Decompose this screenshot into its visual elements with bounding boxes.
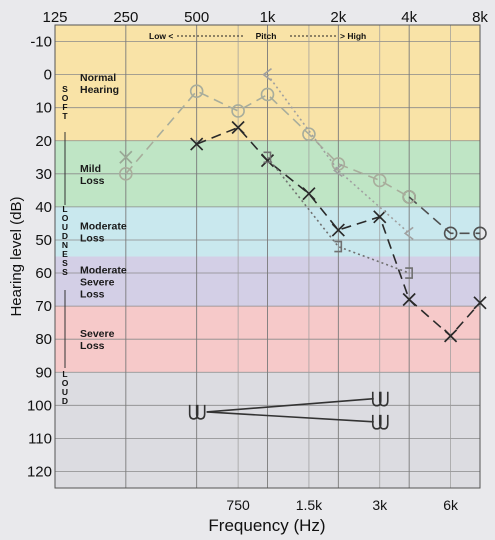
pitch-low: Low < (149, 31, 173, 41)
y-tick: 110 (28, 430, 52, 447)
marker-x (190, 137, 204, 151)
x-tick-bottom: 1.5k (296, 497, 323, 513)
series-line-0 (408, 196, 480, 235)
chart-labels: Normal Hearing Mild Loss Moderate Loss Moderat… (8, 9, 488, 535)
y-tick: 40 (35, 199, 52, 216)
marker-o (331, 157, 346, 171)
x-tick-top: 4k (401, 9, 417, 26)
marker-x (302, 187, 316, 201)
marker-x (260, 153, 275, 168)
series-line-1 (125, 90, 410, 198)
y-tick: 0 (44, 67, 52, 84)
band-label-4: Severe Loss (80, 328, 115, 352)
marker-x (331, 223, 345, 237)
y-tick: 100 (27, 397, 52, 414)
marker-x (444, 329, 458, 343)
pitch-middle: Pitch (256, 31, 277, 41)
x-tick-bottom: 750 (226, 497, 250, 513)
x-tick-top: 125 (42, 9, 67, 26)
marker-u (378, 391, 389, 407)
marker-o (302, 127, 316, 141)
y-axis-title: Hearing level (dB) (8, 196, 25, 316)
marker-u (378, 414, 389, 430)
x-tick-top: 500 (184, 9, 209, 26)
y-tick: 60 (35, 265, 52, 282)
y-tick: 70 (35, 298, 52, 315)
x-tick-top: 1k (260, 9, 276, 26)
marker-o (189, 84, 204, 98)
y-tick: 50 (35, 232, 52, 249)
series-line-2 (196, 126, 481, 338)
y-tick: 80 (35, 331, 52, 348)
x-axis-title: Frequency (Hz) (208, 516, 325, 535)
marker-o (372, 173, 387, 188)
pitch-high: > High (340, 31, 366, 41)
y-tick: 120 (27, 463, 52, 480)
series-link (206, 397, 374, 413)
x-tick-bottom: 3k (372, 497, 388, 513)
marker-o (119, 167, 133, 181)
band-label-3: Moderate Severe Loss (80, 264, 127, 300)
marker-lt (262, 67, 272, 82)
x-tick-bottom: 6k (443, 497, 459, 513)
marker-x (473, 296, 487, 310)
band-label-1: Mild Loss (80, 163, 105, 187)
marker-x (373, 210, 387, 224)
y-tick: 90 (35, 364, 52, 381)
data-series (119, 67, 487, 430)
marker-x (119, 150, 133, 164)
x-tick-top: 8k (472, 9, 488, 26)
series-link (206, 411, 374, 423)
y-tick: 20 (35, 133, 52, 150)
band-label-2: Moderate Loss (80, 221, 127, 245)
marker-o (231, 104, 245, 118)
marker-o (473, 226, 487, 241)
plot-frame (54, 24, 481, 489)
marker-x (402, 292, 416, 307)
marker-o (402, 190, 416, 204)
marker-bracket (405, 267, 413, 279)
marker-x (231, 120, 245, 135)
marker-o (260, 87, 275, 102)
marker-bracket (334, 240, 343, 253)
y-tick: 10 (35, 100, 52, 117)
y-tick: -10 (30, 34, 52, 51)
x-tick-top: 250 (113, 9, 138, 26)
marker-u (195, 404, 206, 420)
band-label-0: Normal Hearing (80, 72, 119, 96)
marker-bracket (263, 151, 272, 164)
marker-lt (332, 163, 343, 178)
marker-o (443, 226, 458, 241)
marker-lt (403, 226, 414, 240)
x-tick-top: 2k (330, 9, 346, 26)
y-tick: 30 (35, 166, 52, 183)
